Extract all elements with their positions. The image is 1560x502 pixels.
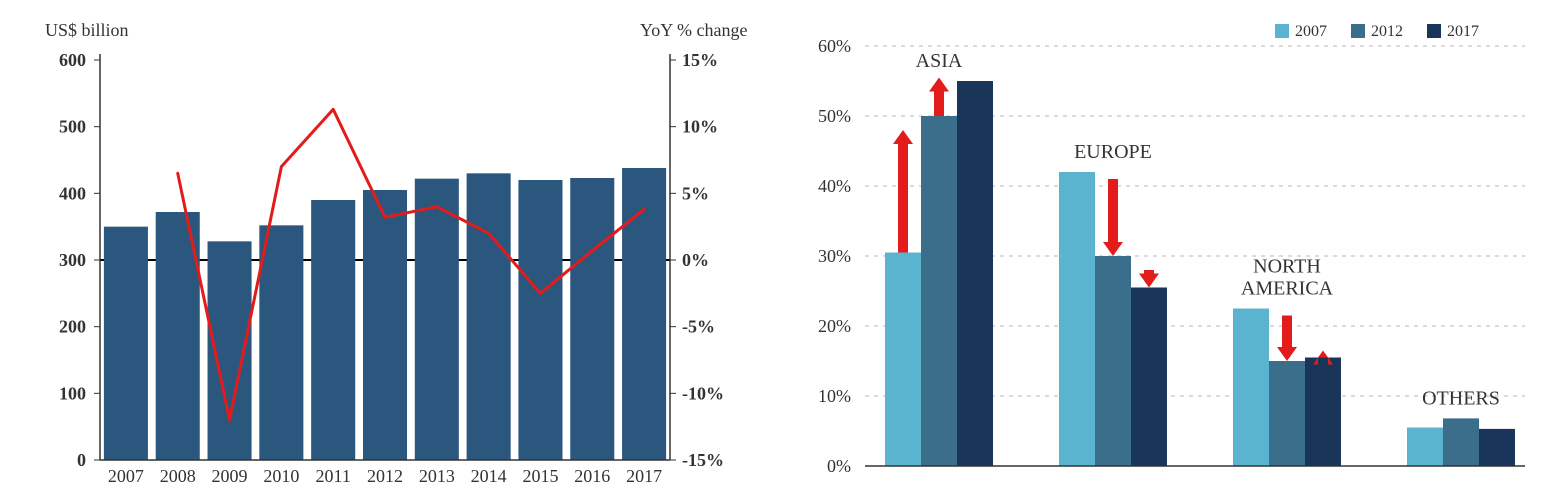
- right-chart-ytick: 30%: [818, 246, 851, 266]
- bar: [467, 173, 511, 460]
- right-ytick: 0%: [682, 250, 709, 270]
- bar: [570, 178, 614, 460]
- group-label: ASIA: [916, 50, 963, 72]
- legend-swatch: [1351, 24, 1365, 38]
- right-ytick: 15%: [682, 50, 718, 70]
- grouped-bar: [1059, 172, 1095, 466]
- bar: [104, 227, 148, 460]
- right-axis-label: YoY % change: [640, 20, 748, 40]
- grouped-bar: [957, 81, 993, 466]
- x-tick: 2007: [108, 466, 144, 486]
- right-chart-ytick: 0%: [827, 456, 851, 476]
- group-label: AMERICA: [1241, 278, 1334, 300]
- grouped-bar: [1443, 418, 1479, 466]
- legend-swatch: [1427, 24, 1441, 38]
- right-ytick: -5%: [682, 317, 715, 337]
- right-chart-svg: 0% 10% 20% 30% 40% 50% 60% ASIA EUROPE NORTHAMERI…: [750, 0, 1560, 502]
- x-tick: 2014: [471, 466, 507, 486]
- x-tick: 2013: [419, 466, 455, 486]
- x-tick: 2010: [263, 466, 299, 486]
- group-label: OTHERS: [1422, 387, 1500, 409]
- bar: [518, 180, 562, 460]
- right-ytick: -10%: [682, 383, 724, 403]
- left-ytick: 500: [59, 117, 86, 137]
- left-ytick: 0: [77, 450, 86, 470]
- trend-arrow: [1277, 316, 1297, 362]
- bar: [311, 200, 355, 460]
- right-ytick: -15%: [682, 450, 724, 470]
- trend-arrow: [929, 78, 949, 117]
- left-ytick: 200: [59, 317, 86, 337]
- right-chart-ytick: 10%: [818, 386, 851, 406]
- left-ytick: 300: [59, 250, 86, 270]
- trend-arrow: [1139, 270, 1159, 288]
- bar: [259, 225, 303, 460]
- left-ytick: 400: [59, 183, 86, 203]
- trend-arrow: [1103, 179, 1123, 256]
- right-chart-ytick: 20%: [818, 316, 851, 336]
- x-tick: 2011: [316, 466, 351, 486]
- grouped-bar: [921, 116, 957, 466]
- right-chart-ytick: 60%: [818, 36, 851, 56]
- bar: [363, 190, 407, 460]
- grouped-bar: [1095, 256, 1131, 466]
- x-tick: 2012: [367, 466, 403, 486]
- trend-arrow: [893, 130, 913, 253]
- legend: 2007 2012 2017: [1275, 23, 1479, 40]
- left-axis-label: US$ billion: [45, 20, 129, 40]
- right-chart-ytick: 50%: [818, 106, 851, 126]
- left-ytick: 100: [59, 383, 86, 403]
- grouped-bar: [1131, 288, 1167, 467]
- right-ytick: 5%: [682, 183, 709, 203]
- x-tick: 2017: [626, 466, 662, 486]
- legend-swatch: [1275, 24, 1289, 38]
- grouped-bar: [1407, 428, 1443, 467]
- bar: [415, 179, 459, 460]
- left-chart-panel: US$ billion YoY % change 0 100 200 300 400 500 6…: [0, 0, 750, 502]
- x-tick: 2016: [574, 466, 610, 486]
- right-chart-ytick: 40%: [818, 176, 851, 196]
- x-tick: 2008: [160, 466, 196, 486]
- right-chart-panel: 0% 10% 20% 30% 40% 50% 60% ASIA EUROPE NORTHAMERI…: [750, 0, 1560, 502]
- legend-label: 2012: [1371, 23, 1403, 40]
- grouped-bar: [1269, 361, 1305, 466]
- grouped-bar: [1233, 309, 1269, 467]
- legend-label: 2007: [1295, 23, 1327, 40]
- bar: [622, 168, 666, 460]
- left-chart-svg: US$ billion YoY % change 0 100 200 300 400 500 6…: [0, 0, 750, 502]
- grouped-bar: [1305, 358, 1341, 467]
- legend-label: 2017: [1447, 23, 1479, 40]
- group-label: EUROPE: [1074, 141, 1152, 163]
- left-ytick: 600: [59, 50, 86, 70]
- x-tick: 2009: [212, 466, 248, 486]
- x-tick: 2015: [522, 466, 558, 486]
- grouped-bar: [1479, 429, 1515, 466]
- group-label: NORTH: [1253, 256, 1321, 278]
- right-ytick: 10%: [682, 117, 718, 137]
- grouped-bar: [885, 253, 921, 467]
